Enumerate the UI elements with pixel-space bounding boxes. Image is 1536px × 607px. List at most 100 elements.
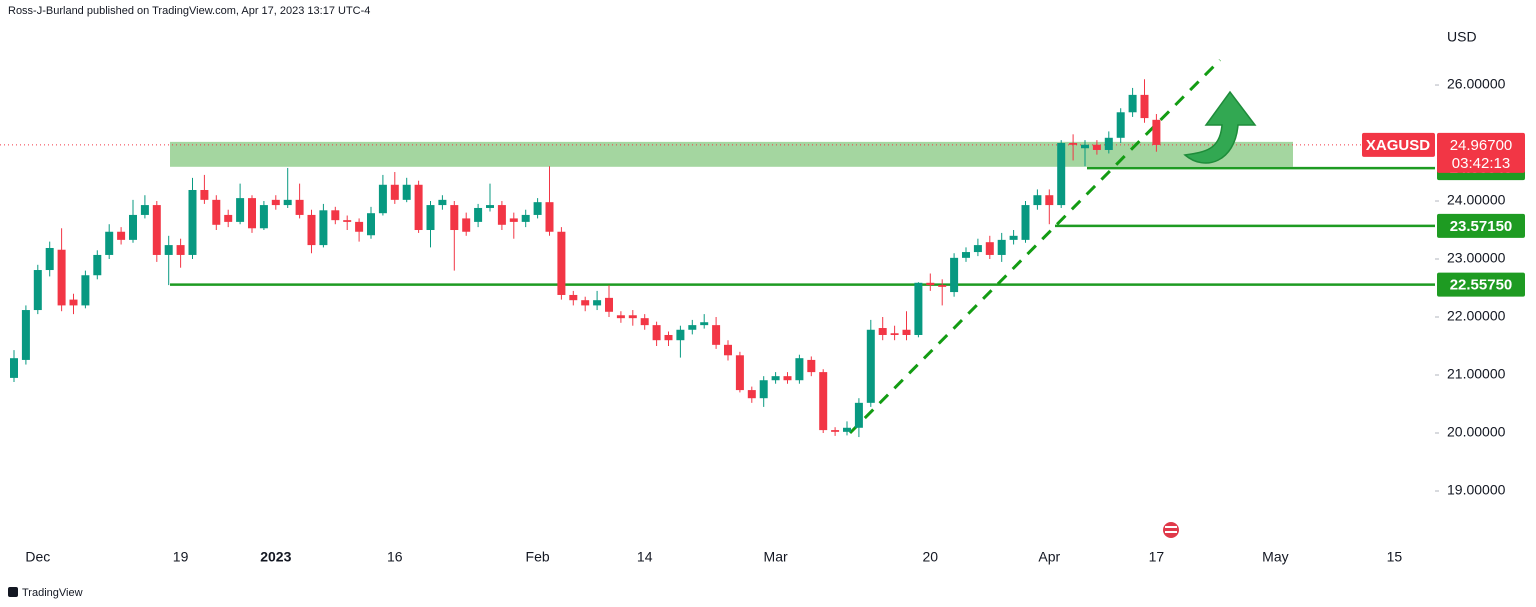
candle-body: [854, 402, 863, 428]
candle-body: [1128, 94, 1137, 113]
candle-body: [259, 205, 268, 229]
candle-body: [390, 184, 399, 200]
candle-body: [521, 214, 530, 222]
candle-body: [486, 205, 494, 208]
candle-body: [664, 334, 673, 341]
candle-body: [1116, 112, 1125, 138]
candle-body: [1092, 144, 1101, 150]
candle-body: [569, 294, 578, 301]
candle-body: [236, 198, 245, 222]
candle-body: [807, 359, 816, 373]
candle-body: [605, 297, 613, 312]
candle-body: [1081, 144, 1089, 149]
candle-body: [200, 189, 209, 200]
candle-body: [81, 275, 90, 306]
candle-body: [759, 380, 768, 399]
x-tick-label: 20: [923, 549, 939, 565]
level-price-box: [1437, 272, 1525, 297]
candle-body: [117, 231, 126, 240]
candle-body: [69, 299, 78, 306]
event-icon: [1163, 522, 1179, 538]
candle-body: [343, 220, 352, 222]
x-tick-label: Feb: [526, 549, 550, 565]
candle-body: [331, 210, 340, 221]
symbol-box: [1362, 132, 1435, 157]
candle-body: [283, 199, 292, 206]
level-price-label: 22.55750: [1450, 277, 1513, 294]
candle-body: [57, 249, 66, 306]
candle-body: [1057, 143, 1066, 206]
candle-body: [1104, 137, 1113, 150]
x-tick-label: 17: [1149, 549, 1165, 565]
candle-body: [152, 205, 161, 255]
candle-body: [545, 202, 554, 232]
candle-body: [640, 318, 649, 326]
candle-body: [367, 213, 375, 236]
candle-body: [831, 430, 840, 432]
candle-body: [307, 214, 316, 246]
candle-body: [176, 245, 185, 255]
y-tick-label: 23.00000: [1447, 250, 1506, 266]
candle-body: [866, 329, 875, 403]
candle-body: [1140, 94, 1149, 119]
candle-body: [426, 205, 435, 231]
candle-body: [652, 325, 661, 341]
x-tick-label: 2023: [260, 549, 291, 565]
candle-body: [962, 252, 970, 258]
candle-body: [355, 221, 364, 232]
candle-body: [783, 376, 792, 381]
x-tick-label: 19: [173, 549, 189, 565]
candle-body: [593, 300, 602, 306]
candle-body: [1152, 119, 1161, 145]
candle-body: [914, 282, 923, 335]
candle-body: [1045, 195, 1054, 206]
candle-body: [140, 205, 149, 215]
candle-body: [509, 218, 518, 222]
candle-body: [688, 325, 697, 330]
candle-body: [271, 199, 280, 206]
candle-body: [557, 231, 566, 295]
level-price-label: 23.57150: [1450, 218, 1513, 235]
trend-line: [848, 58, 1222, 435]
candle-body: [700, 322, 709, 326]
candle-body: [843, 427, 851, 432]
arrow: [1183, 90, 1257, 164]
y-tick-label: 26.00000: [1447, 76, 1506, 92]
candle-body: [224, 214, 233, 222]
y-tick-label: 24.00000: [1447, 192, 1506, 208]
last-price-box: [1437, 132, 1525, 173]
candle-body: [819, 372, 828, 431]
y-tick-label: 22.00000: [1447, 308, 1506, 324]
candle-body: [878, 328, 887, 335]
candle-body: [212, 199, 221, 225]
footer-text: TradingView: [22, 587, 83, 599]
candle-body: [248, 198, 256, 229]
candle-body: [628, 315, 637, 319]
countdown-label: 03:42:13: [1452, 155, 1510, 172]
candle-body: [497, 205, 506, 225]
x-tick-label: Mar: [764, 549, 788, 565]
candle-body: [414, 184, 423, 231]
candle-body: [1021, 205, 1030, 240]
candle-body: [1009, 235, 1018, 240]
candle-body: [581, 300, 590, 306]
candle-body: [10, 358, 18, 378]
level-price-box: [1437, 213, 1525, 238]
y-tick-label: 19.00000: [1447, 482, 1506, 498]
candle-body: [747, 390, 756, 399]
currency-label: USD: [1447, 29, 1477, 45]
candle-body: [164, 245, 173, 255]
candle-body: [1069, 143, 1078, 145]
candle-body: [1033, 195, 1042, 206]
y-tick-label: 20.00000: [1447, 424, 1506, 440]
candle-body: [616, 315, 625, 319]
candle-body: [105, 231, 114, 255]
candle-body: [902, 329, 911, 335]
candle-body: [129, 214, 137, 240]
candle-body: [997, 239, 1006, 255]
candle-body: [712, 325, 721, 345]
publisher-note: Ross-J-Burland published on TradingView.…: [8, 5, 370, 17]
candle-body: [450, 205, 459, 231]
